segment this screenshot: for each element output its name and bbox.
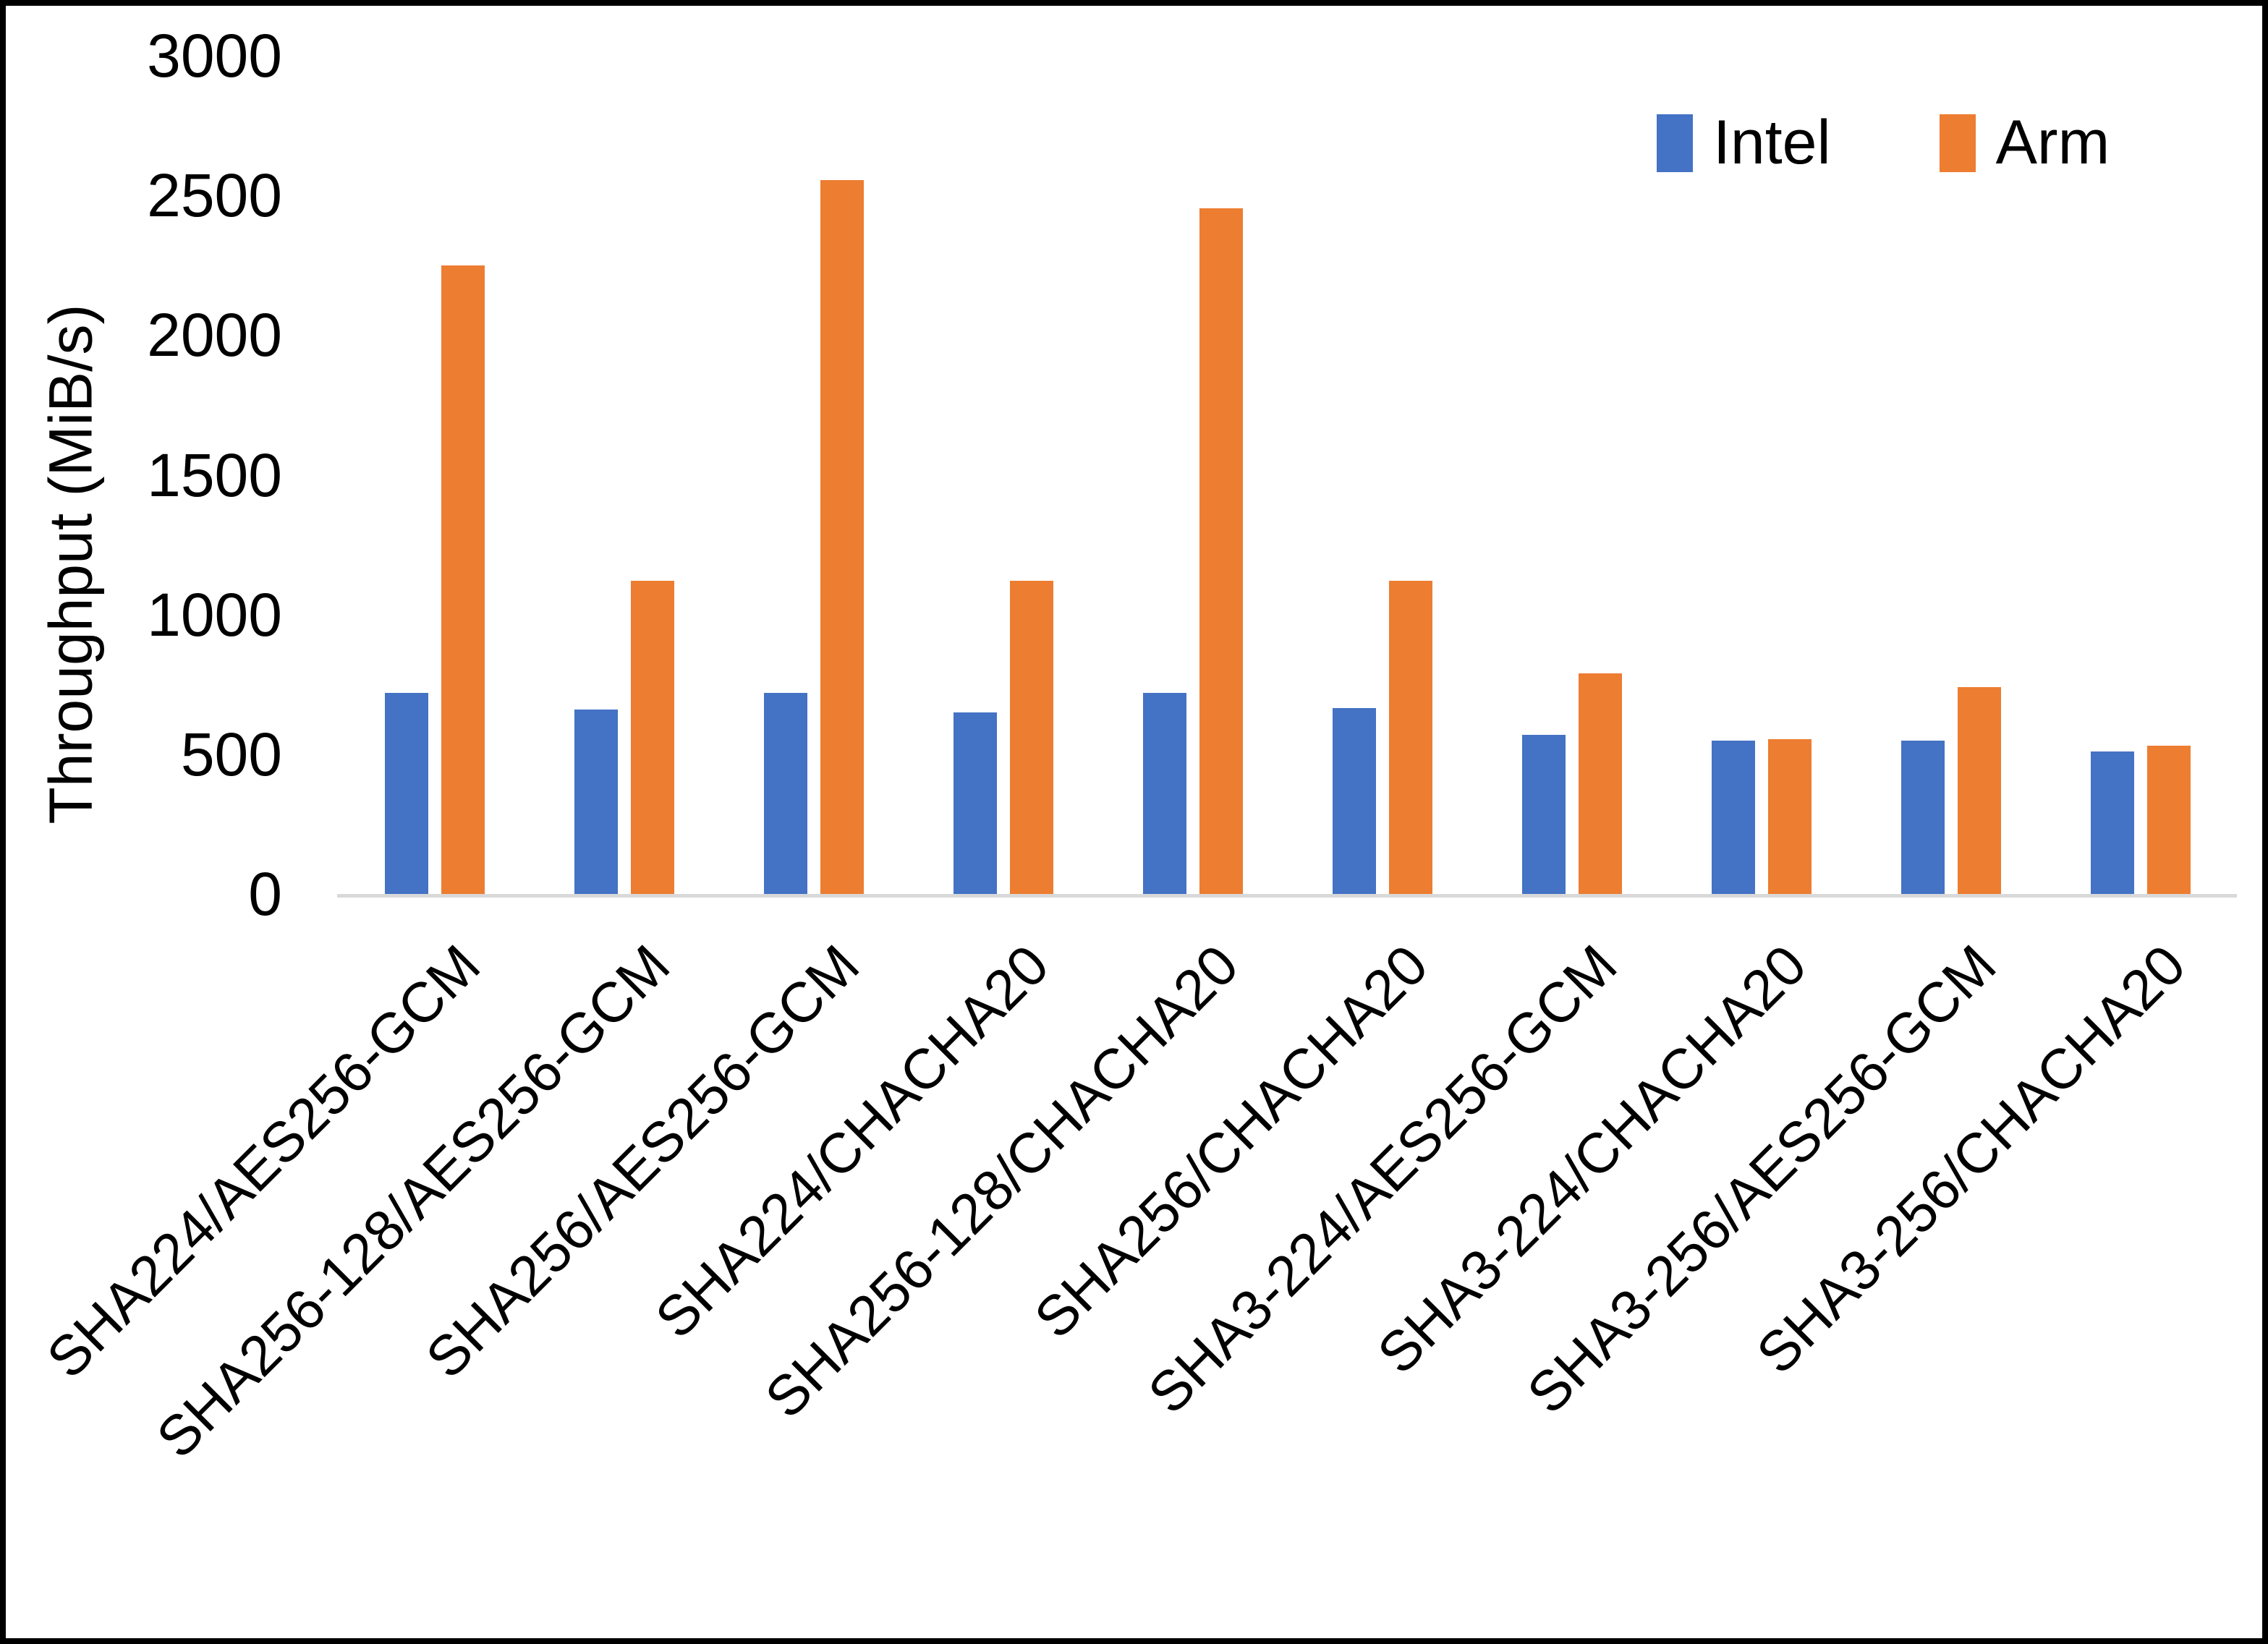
legend: Intel Arm <box>1657 107 2110 179</box>
bar-arm-8 <box>1958 687 2001 894</box>
x-axis-line <box>337 894 2237 898</box>
bar-intel-5 <box>1333 708 1376 894</box>
bar-arm-3 <box>1010 581 1053 894</box>
bar-intel-8 <box>1901 740 1945 894</box>
legend-item-arm: Arm <box>1939 107 2110 179</box>
bar-intel-1 <box>574 710 618 894</box>
bar-intel-4 <box>1143 692 1186 894</box>
bar-arm-2 <box>820 179 864 894</box>
bar-arm-0 <box>441 265 485 894</box>
y-tick-label-3000: 3000 <box>147 22 282 90</box>
bar-arm-4 <box>1199 208 1243 894</box>
y-tick-label-1500: 1500 <box>147 440 282 509</box>
bar-intel-6 <box>1522 734 1566 894</box>
y-tick-label-500: 500 <box>180 720 282 788</box>
legend-label-intel: Intel <box>1713 108 1831 177</box>
legend-label-arm: Arm <box>1995 108 2110 177</box>
legend-swatch-arm-icon <box>1939 114 1976 172</box>
y-tick-label-2000: 2000 <box>147 301 282 370</box>
bar-intel-2 <box>764 692 807 894</box>
bar-arm-5 <box>1389 581 1432 894</box>
bar-intel-7 <box>1712 740 1755 894</box>
bar-arm-6 <box>1579 673 1622 894</box>
legend-swatch-intel-icon <box>1657 114 1693 172</box>
bar-arm-7 <box>1768 738 1812 894</box>
bar-arm-1 <box>631 581 674 894</box>
bar-intel-0 <box>385 692 428 894</box>
y-tick-label-2500: 2500 <box>147 161 282 230</box>
bar-intel-9 <box>2091 751 2134 894</box>
legend-item-intel: Intel <box>1657 107 1831 179</box>
bar-arm-9 <box>2147 746 2191 894</box>
y-tick-label-0: 0 <box>248 860 282 928</box>
y-tick-label-1000: 1000 <box>147 580 282 649</box>
bar-intel-3 <box>954 712 997 894</box>
